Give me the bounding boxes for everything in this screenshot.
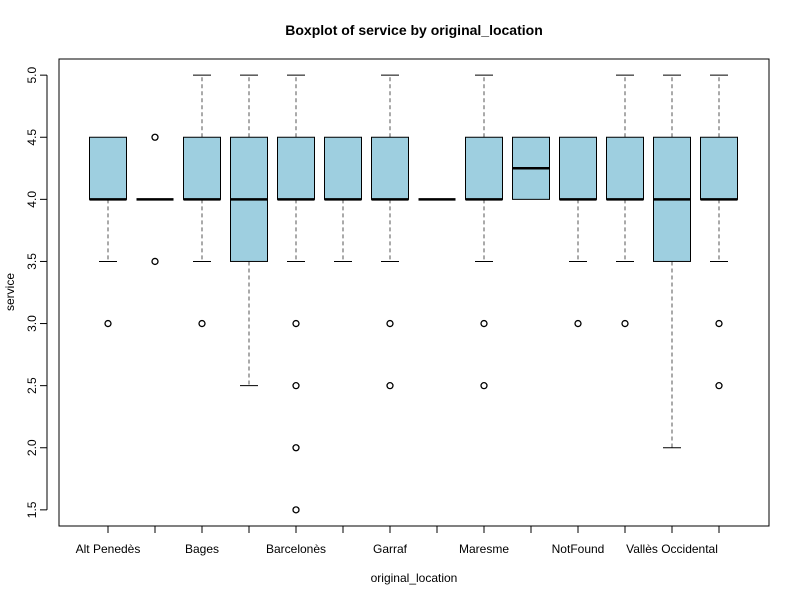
box-4 <box>277 74 315 514</box>
outlier-point <box>715 319 723 328</box>
y-axis-label: service <box>3 273 17 311</box>
chart-title: Boxplot of service by original_location <box>285 22 543 38</box>
box-11 <box>606 74 644 328</box>
x-tick-label: Barcelonès <box>266 542 326 556</box>
outlier-point <box>480 319 488 328</box>
y-tick-label: 3.5 <box>25 253 39 270</box>
box-3 <box>230 74 268 387</box>
box-rect <box>89 136 127 200</box>
box-1 <box>136 133 174 266</box>
y-tick-label: 2.5 <box>25 377 39 394</box>
outlier-point <box>292 319 300 328</box>
x-tick-label: Alt Penedès <box>76 542 141 556</box>
y-tick-label: 3.0 <box>25 315 39 332</box>
outlier-point <box>292 444 300 452</box>
x-tick-label: NotFound <box>552 542 605 556</box>
box-6 <box>371 74 409 390</box>
outlier-point <box>292 506 300 514</box>
box-5 <box>324 136 362 262</box>
box-0 <box>89 136 127 328</box>
box-rect <box>465 136 503 200</box>
y-tick-label: 4.5 <box>25 129 39 146</box>
box-12 <box>653 74 691 449</box>
y-tick-label: 1.5 <box>25 501 39 518</box>
x-tick-label: Bages <box>185 542 219 556</box>
outlier-point <box>715 382 723 390</box>
box-rect <box>559 136 597 200</box>
outlier-point <box>198 319 206 328</box>
outlier-point <box>621 319 629 328</box>
box-rect <box>700 136 738 200</box>
x-tick-label: Maresme <box>459 542 509 556</box>
box-rect <box>371 136 409 200</box>
x-tick-label: Garraf <box>373 542 408 556</box>
box-10 <box>559 136 597 328</box>
x-axis: Alt Penedès Bages Barcelonès Garraf Maresme N… <box>76 525 720 556</box>
box-2 <box>183 74 221 328</box>
outlier-point <box>480 382 488 390</box>
y-tick-label: 4.0 <box>25 191 39 208</box>
outlier-point <box>574 319 582 328</box>
box-rect <box>183 136 221 200</box>
x-axis-label: original_location <box>371 571 458 585</box>
box-9 <box>512 136 550 200</box>
y-tick-label: 2.0 <box>25 439 39 456</box>
x-tick-label: Vallès Occidental <box>626 542 718 556</box>
outlier-point <box>151 133 159 141</box>
box-rect <box>606 136 644 200</box>
boxes-group <box>89 74 738 514</box>
outlier-point <box>292 382 300 390</box>
plot-frame <box>58 58 770 527</box>
y-axis: 1.5 2.0 2.5 3.0 3.5 4.0 4.5 5.0 <box>25 66 48 518</box>
outlier-point <box>104 319 112 328</box>
box-rect <box>324 136 362 200</box>
outlier-point <box>386 319 394 328</box>
y-tick-label: 5.0 <box>25 66 39 83</box>
box-8 <box>465 74 503 390</box>
outlier-point <box>386 382 394 390</box>
outlier-point <box>151 257 159 266</box>
box-rect <box>277 136 315 200</box>
box-13 <box>700 74 738 390</box>
